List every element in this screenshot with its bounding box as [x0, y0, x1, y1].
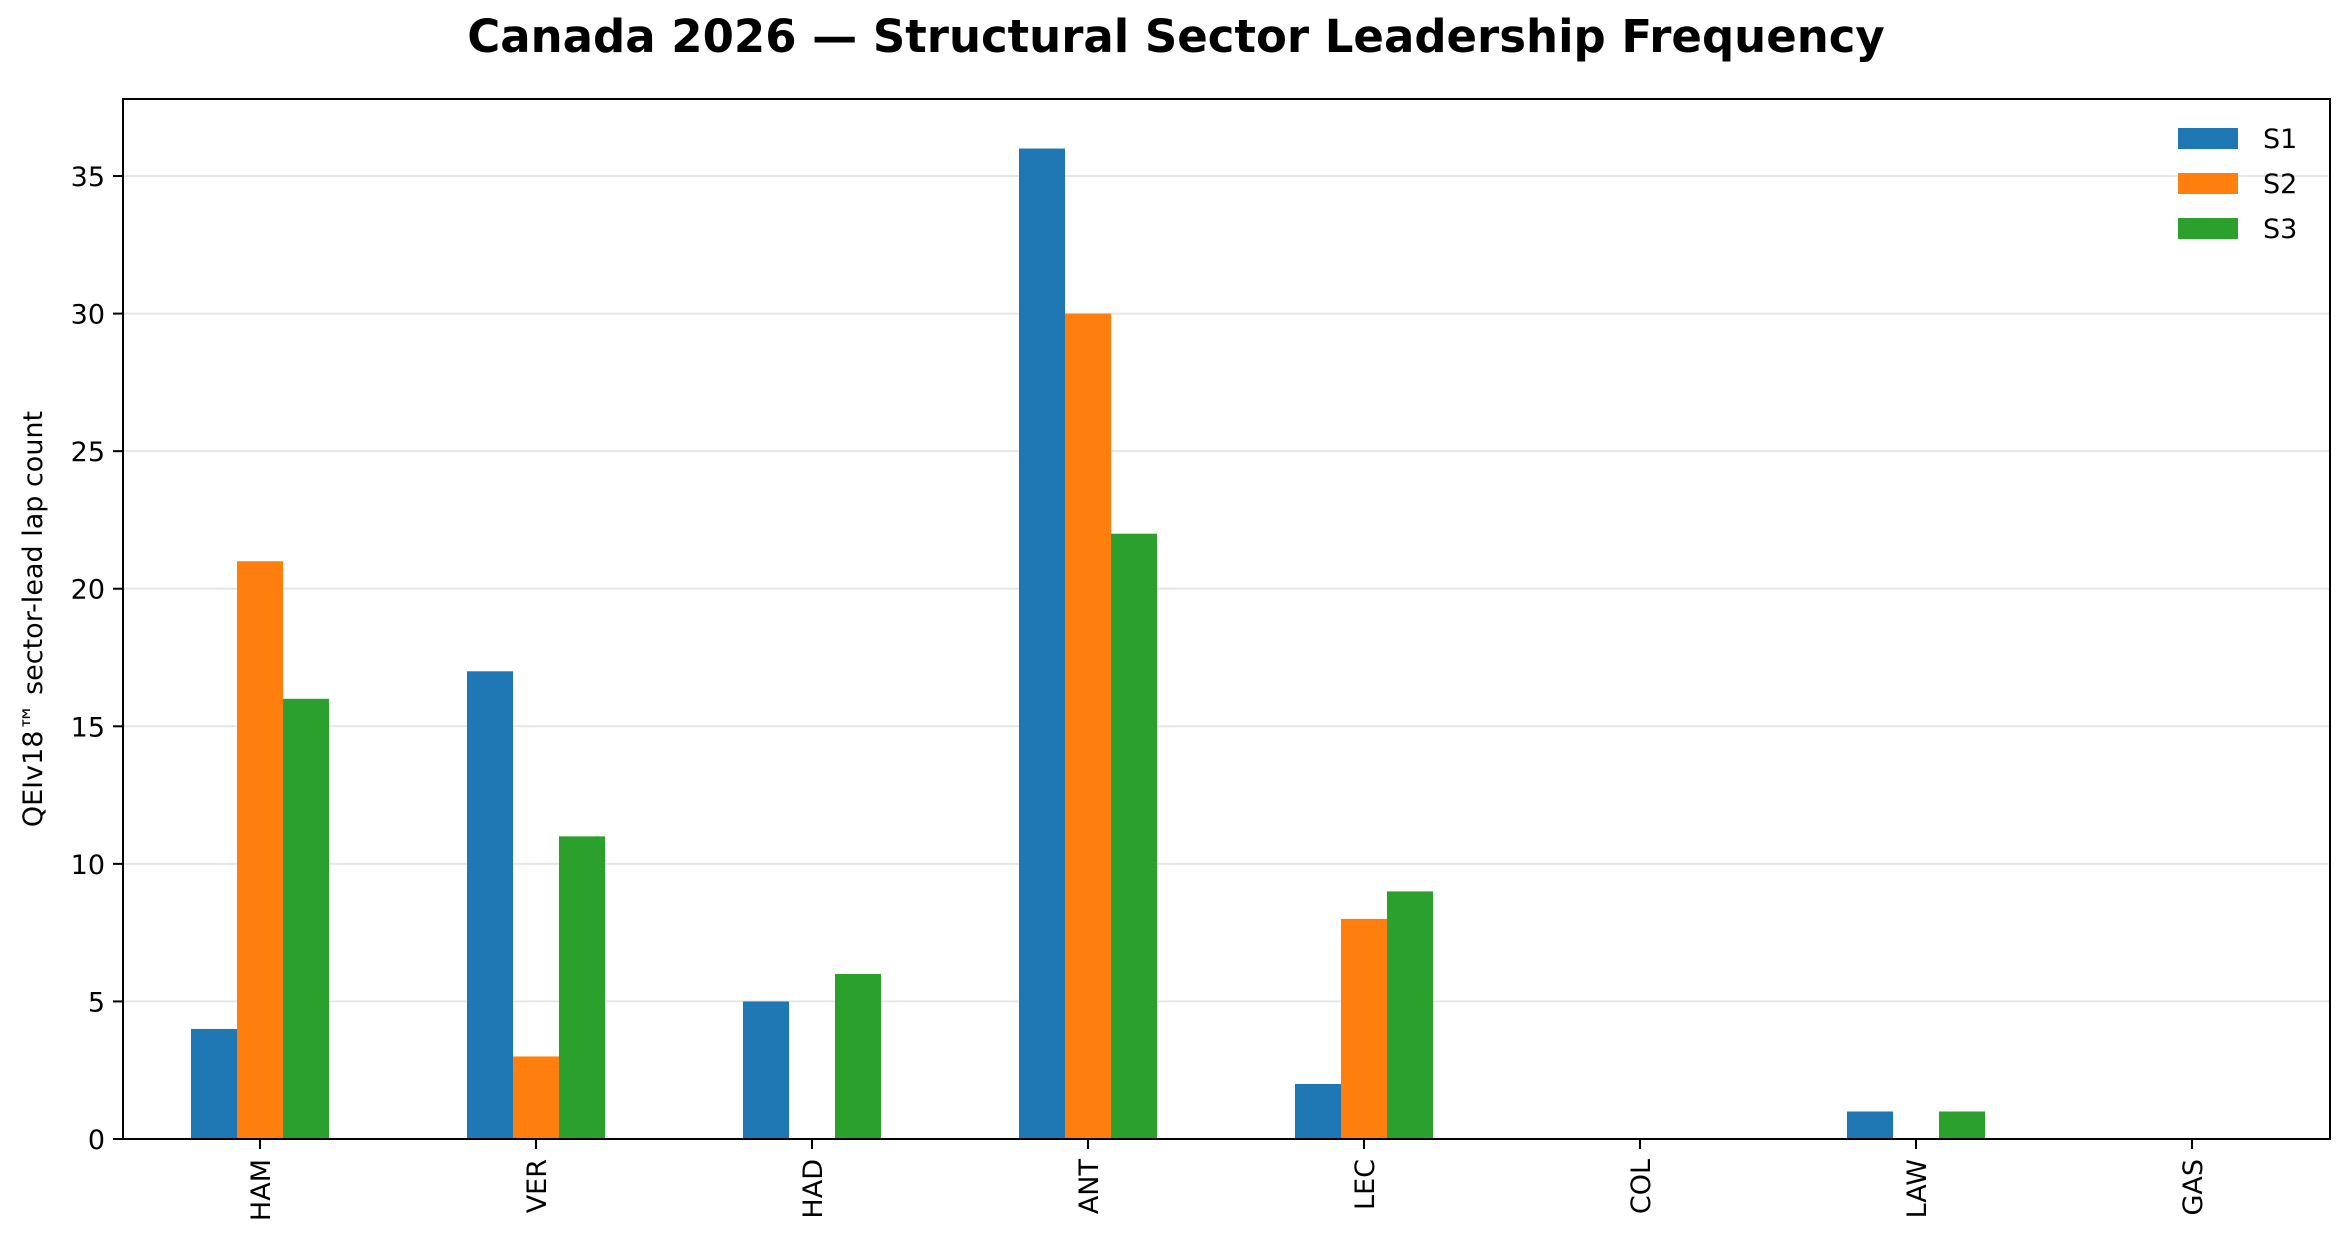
bar-s2-ver [513, 1056, 559, 1139]
bars [191, 148, 1985, 1140]
x-tick-label: LAW [1902, 1159, 1933, 1218]
bar-s3-ver [559, 836, 605, 1139]
legend-label-s3: S3 [2263, 214, 2297, 245]
bar-s2-ant [1065, 313, 1111, 1140]
legend-swatch-s2 [2178, 173, 2238, 194]
y-tick-label: 15 [71, 712, 105, 743]
legend: S1 S2 S3 [2178, 124, 2297, 245]
y-tick-label: 30 [71, 300, 105, 331]
y-tick-label: 0 [88, 1125, 105, 1156]
chart-title: Canada 2026 — Structural Sector Leadersh… [467, 10, 1885, 63]
legend-swatch-s3 [2178, 218, 2238, 239]
bar-s3-ant [1111, 533, 1157, 1139]
x-tick-label: ANT [1074, 1159, 1105, 1215]
plot-frame [122, 98, 2331, 1140]
bar-s3-ham [283, 698, 329, 1139]
y-axis: 0 5 10 15 20 25 30 35 [71, 162, 123, 1156]
y-axis-label: QEIv18™ sector-lead lap count [18, 411, 49, 827]
y-tick-label: 20 [71, 575, 105, 606]
bar-s1-had [743, 1001, 789, 1139]
bar-s1-lec [1295, 1083, 1341, 1139]
bar-s2-ham [237, 561, 283, 1139]
x-axis: HAM VER HAD ANT LEC COL LAW GAS [246, 1139, 2209, 1221]
y-tick-label: 35 [71, 162, 105, 193]
x-tick-label: GAS [2178, 1159, 2209, 1216]
x-tick-label: COL [1626, 1159, 1657, 1214]
x-tick-label: HAD [798, 1159, 829, 1219]
bar-s1-law [1847, 1111, 1893, 1139]
bar-s2-lec [1341, 918, 1387, 1139]
y-tick-label: 5 [88, 987, 105, 1018]
legend-swatch-s1 [2178, 128, 2238, 149]
bar-s3-lec [1387, 891, 1433, 1139]
bar-s1-ant [1019, 148, 1065, 1139]
legend-label-s1: S1 [2263, 124, 2297, 155]
y-tick-label: 10 [71, 850, 105, 881]
bar-s1-ham [191, 1028, 237, 1139]
x-tick-label: HAM [246, 1159, 277, 1221]
legend-label-s2: S2 [2263, 169, 2297, 200]
x-tick-label: LEC [1350, 1159, 1381, 1210]
grid-lines [123, 175, 2330, 1003]
bar-s3-had [835, 973, 881, 1139]
bar-s3-law [1939, 1111, 1985, 1139]
y-tick-label: 25 [71, 437, 105, 468]
x-tick-label: VER [522, 1159, 553, 1213]
bar-s1-ver [467, 671, 513, 1139]
